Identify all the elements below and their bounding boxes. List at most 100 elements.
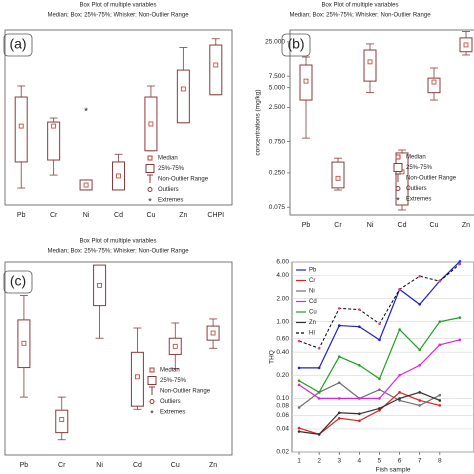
panel-label: (c) [10, 273, 26, 289]
median-marker [97, 282, 102, 288]
series-point [297, 430, 301, 433]
series-point [418, 364, 422, 367]
median-marker [335, 175, 341, 181]
series-point [337, 397, 341, 400]
series-point [337, 324, 341, 327]
legend-icon [395, 154, 401, 160]
series-point [358, 397, 361, 400]
series-point [358, 325, 361, 329]
box [144, 96, 158, 152]
x-tick-label: Cd [114, 212, 123, 219]
legend-label: Median [158, 156, 178, 162]
y-axis-label: THQ [269, 350, 276, 364]
legend-extreme: * [396, 195, 400, 205]
median-marker [303, 78, 309, 84]
series-point [297, 406, 301, 409]
series-point [398, 373, 401, 377]
legend-box [145, 164, 155, 173]
x-tick-label: 5 [378, 458, 382, 465]
legend-outlier [149, 399, 155, 404]
median-marker [172, 343, 178, 349]
x-tick-label: Cr [58, 462, 66, 469]
series-line [298, 317, 461, 394]
y-tick-label: 0.750 [269, 138, 286, 145]
panel-label: (b) [287, 36, 304, 52]
x-tick-label: Cd [398, 222, 407, 229]
legend-label: 25%-75% [160, 378, 187, 384]
series-point [458, 260, 462, 263]
legend-icon [145, 164, 155, 173]
legend-median [147, 155, 153, 161]
y-tick-label: 0.04 [276, 426, 289, 433]
series-point [378, 407, 381, 410]
series-point [317, 433, 321, 436]
x-tick-label: 4 [358, 458, 362, 465]
y-tick-label: 0.40 [276, 349, 289, 356]
x-tick-label: 7 [418, 458, 422, 465]
legend-box [393, 163, 403, 172]
x-tick-label: Ni [83, 212, 90, 219]
legend-outlier [395, 186, 401, 191]
series-point [398, 288, 401, 291]
x-tick-label: Pb [17, 212, 26, 219]
series-point [297, 379, 301, 383]
legend-label: Outliers [158, 187, 179, 193]
legend-label: Extremes [160, 410, 185, 416]
legend-icon: * [148, 196, 152, 206]
x-tick-label: 8 [438, 458, 442, 465]
series-point [418, 391, 422, 394]
series-point [317, 391, 321, 394]
legend-icon [149, 367, 155, 373]
series-point [418, 404, 422, 407]
box [168, 337, 182, 355]
x-tick-label: Zn [462, 222, 470, 229]
x-tick-label: Cu [146, 212, 155, 219]
legend-label: Non-Outlier Range [160, 389, 211, 395]
x-tick-label: Cu [171, 462, 180, 469]
series-point [358, 364, 361, 367]
chart-subtitle: Median; Box: 25%-75%; Whisker: Non-Outli… [289, 13, 431, 19]
series-point [337, 381, 341, 385]
legend-icon [149, 399, 155, 404]
box [130, 351, 144, 407]
legend-label: Pb [309, 268, 317, 274]
series-point [438, 279, 442, 283]
y-tick-label: 0.075 [269, 204, 286, 211]
legend-median [395, 154, 401, 160]
series-point [458, 316, 462, 319]
legend-label: 25%-75% [406, 165, 433, 171]
median-marker [431, 79, 437, 85]
series-point [438, 343, 442, 347]
series-line [299, 261, 461, 369]
series-line [298, 391, 440, 435]
series-point [458, 338, 462, 342]
legend-extreme: * [150, 408, 154, 418]
legend-label: Outliers [160, 399, 181, 405]
series-point [378, 338, 381, 342]
median-marker [135, 374, 140, 380]
x-tick-label: 3 [337, 458, 341, 465]
x-tick-label: Zn [179, 212, 187, 219]
median-marker [367, 59, 373, 65]
series-point [458, 262, 462, 266]
panel-label-box [281, 33, 311, 57]
median-marker [213, 62, 219, 68]
box [206, 325, 220, 341]
x-tick-label: CHPI [207, 212, 224, 219]
box [459, 37, 473, 53]
legend-box [147, 376, 157, 385]
y-tick-label: 0.08 [276, 403, 289, 410]
box [209, 44, 223, 96]
chart-title: Box Plot of multiple variables [79, 3, 156, 9]
legend-label: Median [406, 155, 426, 161]
box [176, 69, 190, 124]
median-marker [51, 123, 57, 129]
y-axis-label: concentrations (mg/kg) [255, 89, 262, 155]
extreme-marker: * [84, 107, 88, 118]
panel-label: (a) [9, 36, 26, 52]
series-point [337, 411, 341, 415]
x-tick-label: Cr [50, 212, 58, 219]
series-point [438, 399, 442, 402]
x-tick-label: Pb [20, 462, 29, 469]
